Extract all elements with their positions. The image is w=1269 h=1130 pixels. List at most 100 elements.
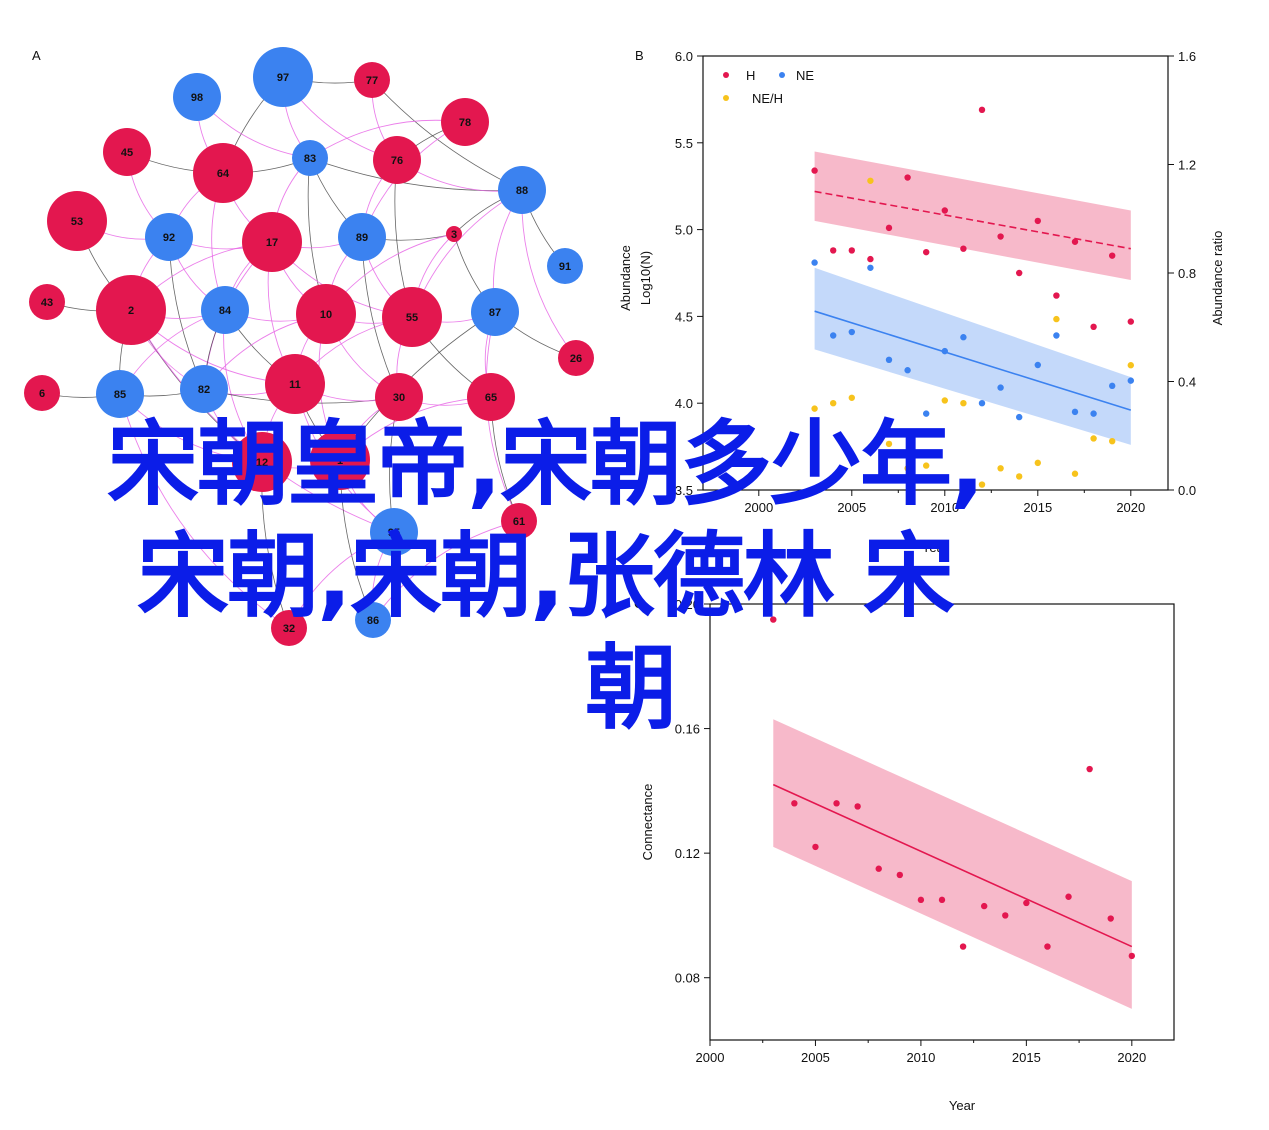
network-node-label: 95: [388, 527, 400, 539]
data-point: [1071, 238, 1079, 245]
network-node: 32: [271, 610, 307, 646]
data-point: [1023, 899, 1030, 907]
network-node-label: 85: [114, 389, 126, 401]
network-node-label: 11: [289, 379, 301, 391]
network-node: 2: [96, 275, 166, 345]
network-node-label: 83: [304, 153, 316, 165]
y-tick-label: 0.08: [675, 971, 700, 986]
network-node-circle: [145, 213, 193, 261]
network-node-circle: [501, 503, 537, 539]
network-node-label: 88: [516, 185, 528, 197]
network-node-circle: [558, 340, 594, 376]
network-node-circle: [242, 212, 302, 272]
data-point: [830, 332, 837, 339]
data-point: [997, 465, 1004, 472]
data-point: [1016, 269, 1023, 277]
y-right-tick-label: 0.0: [1178, 483, 1196, 498]
network-node: 86: [355, 602, 391, 638]
data-point: [791, 800, 798, 807]
legend-ne-marker: [779, 72, 785, 78]
abundance-right-ylabel: Abundance ratio: [1210, 231, 1225, 326]
data-point: [1109, 252, 1116, 259]
data-point: [923, 462, 930, 469]
network-node-circle: [173, 73, 221, 121]
network-node: 43: [29, 284, 65, 320]
network-node-circle: [253, 47, 313, 107]
network-node-circle: [370, 508, 418, 556]
panel-b-letter: B: [635, 48, 644, 63]
data-point: [867, 177, 874, 184]
network-node-label: 26: [570, 353, 582, 365]
y-tick-label: 4.0: [675, 396, 693, 411]
data-point: [923, 410, 930, 417]
data-point: [1016, 473, 1023, 480]
data-point: [1044, 943, 1051, 950]
data-point: [1071, 408, 1079, 416]
network-node-label: 82: [198, 384, 210, 396]
abundance-ylabel-line1: Abundance: [618, 245, 633, 311]
network-node: 45: [103, 128, 151, 176]
y-right-tick-label: 0.4: [1178, 375, 1196, 390]
confidence-band: [814, 267, 1131, 445]
network-node-circle: [193, 143, 253, 203]
network-node-label: 1: [337, 455, 343, 467]
data-point: [904, 367, 911, 374]
network-node-label: 30: [393, 392, 405, 404]
network-node: 82: [180, 365, 228, 413]
data-point: [811, 167, 818, 174]
network-node-label: 43: [41, 297, 53, 309]
network-node: 77: [354, 62, 390, 98]
x-tick-label: 2010: [906, 1050, 935, 1065]
network-node-label: 10: [320, 309, 332, 321]
network-node-circle: [354, 62, 390, 98]
network-node-circle: [375, 373, 423, 421]
network-node-circle: [232, 432, 292, 492]
network-node-label: 55: [406, 312, 418, 324]
network-node: 76: [373, 136, 421, 184]
network-node: 30: [375, 373, 423, 421]
network-node: 6: [24, 375, 60, 411]
network-node-circle: [180, 365, 228, 413]
data-point: [1071, 470, 1079, 477]
network-node-circle: [338, 213, 386, 261]
y-right-tick-label: 0.8: [1178, 266, 1196, 281]
data-point: [1053, 332, 1060, 339]
network-node-circle: [292, 140, 328, 176]
y-right-tick-label: 1.6: [1178, 49, 1196, 64]
network-node: 98: [173, 73, 221, 121]
network-node-circle: [547, 248, 583, 284]
network-node-circle: [201, 286, 249, 334]
data-point: [867, 255, 874, 263]
data-point: [896, 871, 904, 879]
x-tick-label: 2020: [1117, 1050, 1146, 1065]
y-tick-label: 5.5: [675, 136, 693, 151]
network-node: 64: [193, 143, 253, 203]
confidence-band: [814, 151, 1131, 280]
confidence-band: [773, 719, 1132, 1009]
abundance-xlabel: Year: [922, 540, 949, 555]
network-node-circle: [96, 370, 144, 418]
data-point: [960, 245, 967, 252]
x-tick-label: 2015: [1023, 500, 1052, 515]
data-point: [1127, 377, 1135, 384]
network-node: 17: [242, 212, 302, 272]
network-node-circle: [471, 288, 519, 336]
abundance-legend: H NE NE/H: [723, 68, 814, 106]
y-tick-label: 0.16: [675, 722, 700, 737]
network-node-label: 2: [128, 305, 134, 317]
network-node-circle: [24, 375, 60, 411]
data-point: [960, 334, 967, 341]
network-node: 10: [296, 284, 356, 344]
network-node: 11: [265, 354, 325, 414]
network-node: 91: [547, 248, 583, 284]
data-point: [941, 207, 948, 214]
data-point: [1016, 413, 1023, 421]
network-node-circle: [271, 610, 307, 646]
data-point: [848, 247, 855, 254]
data-point: [811, 405, 818, 412]
network-node-label: 12: [256, 457, 268, 469]
network-node-label: 45: [121, 147, 133, 159]
network-node: 53: [47, 191, 107, 251]
network-node: 26: [558, 340, 594, 376]
